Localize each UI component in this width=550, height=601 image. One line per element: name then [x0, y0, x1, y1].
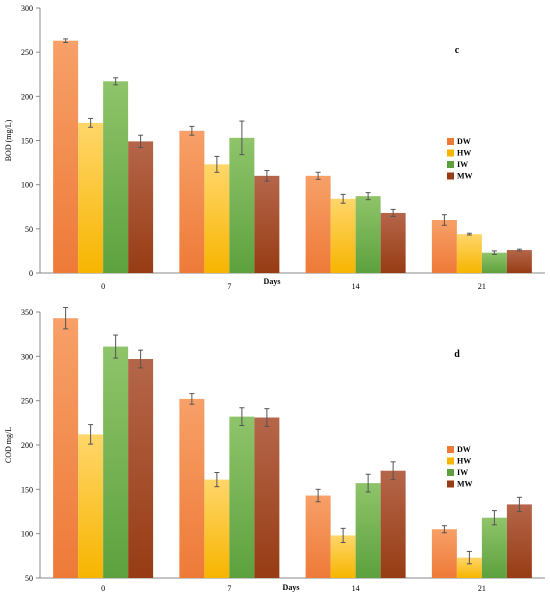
legend-swatch-HW — [447, 149, 454, 157]
legend: DW HW IW MW — [447, 137, 473, 181]
bar-DW-day-14 — [305, 495, 331, 578]
legend-label-HW: HW — [457, 457, 471, 466]
y-tick-label: 300 — [21, 4, 33, 13]
legend-swatch-IW — [447, 161, 454, 168]
legend-label-MW: MW — [457, 172, 473, 181]
bar-MW-day-0 — [128, 141, 154, 273]
chart-panel-d: 50 100 150 200 250 300 350 COD mg/L 0 7 14 21 Days d D… — [4, 307, 545, 593]
legend-label-HW: HW — [457, 149, 471, 158]
x-tick-label: 7 — [227, 282, 231, 291]
y-tick-label: 200 — [21, 92, 33, 101]
bar-MW-day-14 — [380, 212, 406, 273]
bar-DW-day-0 — [53, 318, 79, 578]
bar-HW-day-14 — [330, 198, 356, 273]
bar-IW-day-21 — [481, 517, 507, 578]
bar-MW-day-21 — [506, 504, 532, 578]
y-tick-label: 300 — [21, 352, 33, 361]
y-tick-label: 250 — [21, 48, 33, 57]
legend-label-IW: IW — [457, 160, 468, 169]
y-tick-label: 0 — [29, 269, 33, 278]
legend-swatch-HW — [447, 457, 454, 465]
bar-HW-day-0 — [78, 122, 104, 273]
bar-IW-day-0 — [103, 81, 129, 273]
x-tick-label: 7 — [227, 584, 231, 593]
bar-HW-day-0 — [78, 434, 104, 578]
bar-DW-day-7 — [179, 398, 205, 578]
y-tick-label: 200 — [21, 441, 33, 450]
bar-MW-day-7 — [254, 175, 280, 273]
x-tick-label: 14 — [352, 584, 360, 593]
bar-DW-day-0 — [53, 40, 79, 273]
bar-MW-day-7 — [254, 417, 280, 578]
y-axis-label: BOD (mg/L) — [4, 119, 13, 161]
bar-DW-day-21 — [431, 220, 457, 273]
legend: DW HW IW MW — [447, 445, 473, 489]
y-tick-label: 150 — [21, 137, 33, 146]
y-tick-label: 250 — [21, 397, 33, 406]
legend-label-IW: IW — [457, 468, 468, 477]
y-tick-label: 50 — [25, 574, 33, 583]
x-tick-label: 0 — [101, 282, 105, 291]
legend-swatch-MW — [447, 172, 454, 180]
bar-IW-day-0 — [103, 346, 129, 578]
panel-label: c — [455, 45, 460, 56]
bar-MW-day-21 — [506, 250, 532, 273]
chart-panel-c: 0 50 100 150 200 250 300 BOD (mg/L) 0 7 14 21 Days c D… — [4, 4, 545, 291]
y-tick-label: 50 — [25, 225, 33, 234]
x-tick-label: 0 — [101, 584, 105, 593]
x-axis-label: Days — [283, 583, 300, 592]
x-tick-label: 21 — [478, 282, 486, 291]
bar-IW-day-21 — [481, 252, 507, 273]
legend-label-MW: MW — [457, 480, 473, 489]
y-tick-label: 350 — [21, 308, 33, 317]
bar-MW-day-14 — [380, 470, 406, 578]
bar-IW-day-14 — [355, 196, 381, 273]
legend-label-DW: DW — [457, 445, 471, 454]
bar-IW-day-7 — [229, 137, 255, 273]
y-tick-label: 150 — [21, 485, 33, 494]
bar-IW-day-14 — [355, 483, 381, 578]
legend-swatch-DW — [447, 446, 454, 453]
x-tick-label: 21 — [478, 584, 486, 593]
x-tick-label: 14 — [352, 282, 360, 291]
y-tick-label: 100 — [21, 530, 33, 539]
panel-label: d — [454, 349, 460, 360]
bar-IW-day-7 — [229, 416, 255, 578]
legend-swatch-MW — [447, 480, 454, 488]
x-axis-label: Days — [264, 277, 281, 286]
bar-DW-day-21 — [431, 529, 457, 578]
bar-MW-day-0 — [128, 358, 154, 578]
y-tick-label: 100 — [21, 181, 33, 190]
legend-swatch-DW — [447, 138, 454, 145]
bar-DW-day-14 — [305, 175, 331, 273]
legend-swatch-IW — [447, 469, 454, 476]
bar-HW-day-7 — [204, 479, 230, 578]
bar-HW-day-21 — [456, 557, 482, 578]
legend-label-DW: DW — [457, 137, 471, 146]
bar-HW-day-21 — [456, 234, 482, 273]
bar-HW-day-7 — [204, 164, 230, 273]
y-axis-label: COD mg/L — [4, 427, 13, 463]
bar-DW-day-7 — [179, 130, 205, 273]
